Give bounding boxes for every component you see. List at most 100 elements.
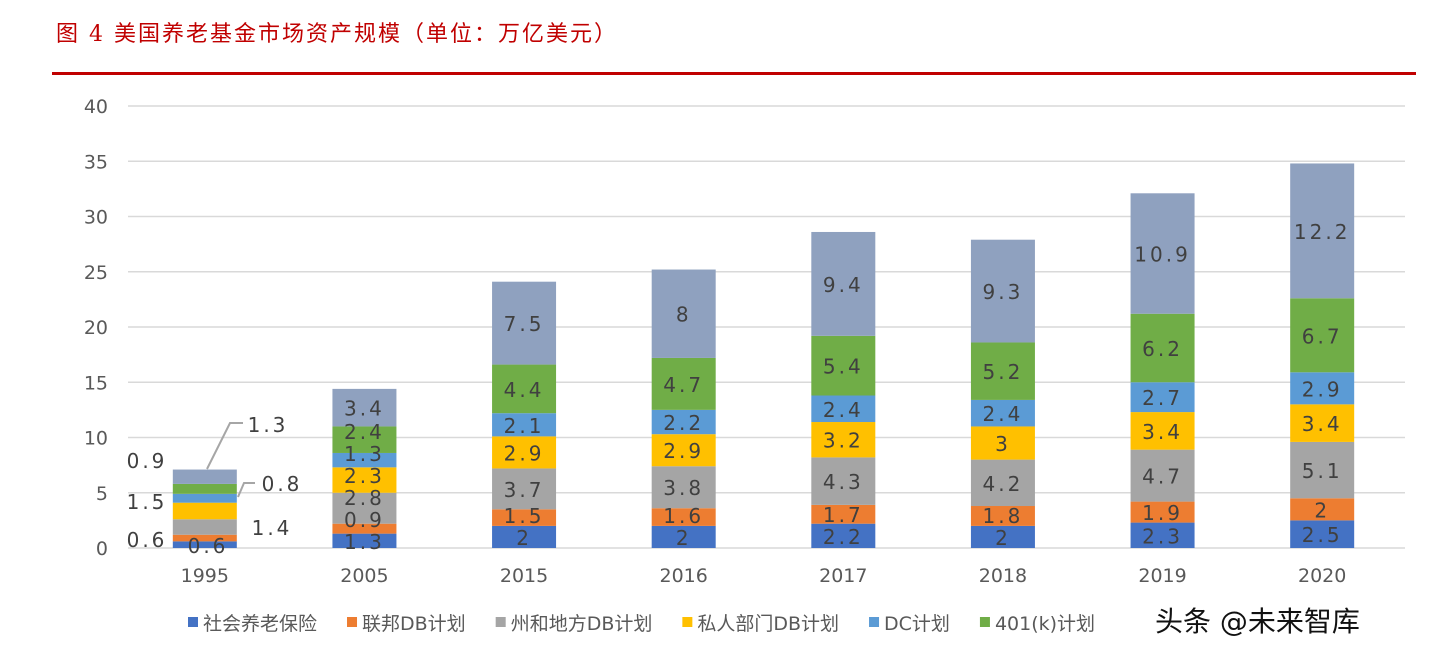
x-tick-label: 2005	[340, 565, 388, 587]
bar-segment	[172, 469, 237, 484]
bar-segment	[651, 269, 716, 358]
data-label: 2.9	[504, 441, 545, 465]
data-label: 3.4	[1302, 412, 1343, 436]
data-label: 2.9	[663, 439, 704, 463]
bar-segment	[970, 426, 1035, 460]
leader-line	[206, 422, 243, 470]
bar-segment	[332, 452, 397, 468]
legend-swatch	[347, 617, 358, 627]
y-tick-label: 20	[84, 317, 108, 339]
data-label: 3.4	[344, 397, 385, 421]
bar-segment	[1130, 382, 1195, 413]
data-label: 8	[676, 303, 692, 327]
legend-label: 社会养老保险	[203, 613, 317, 635]
bar-segment	[172, 493, 237, 503]
data-label: 9.4	[823, 273, 864, 297]
data-label: 1.4	[252, 516, 293, 540]
data-label: 1.3	[344, 442, 385, 466]
bar-segment	[492, 525, 557, 548]
bar-segment	[492, 364, 557, 414]
data-label: 7.5	[504, 312, 545, 336]
bar-segment	[1290, 404, 1355, 442]
bar-segment	[172, 519, 237, 535]
data-label: 1.3	[344, 530, 385, 554]
data-label: 4.3	[823, 470, 864, 494]
data-label: 2.7	[1142, 386, 1183, 410]
data-label: 2.4	[983, 402, 1024, 426]
bar-segment	[492, 281, 557, 365]
legend-swatch	[682, 617, 693, 627]
bar-segment	[1290, 298, 1355, 373]
data-label: 1.6	[663, 504, 704, 528]
bar-segment	[1290, 372, 1355, 405]
y-tick-label: 5	[96, 483, 108, 505]
legend-swatch	[188, 617, 198, 627]
bar-segment	[1130, 412, 1195, 450]
x-tick-label: 2018	[979, 565, 1027, 587]
bar-segment	[1130, 501, 1195, 523]
bar-segment	[172, 483, 237, 494]
data-label: 1.9	[1142, 501, 1183, 525]
chart-title: 图 4 美国养老基金市场资产规模（单位：万亿美元）	[56, 22, 618, 47]
data-label: 2.8	[344, 486, 385, 510]
data-label: 1.5	[504, 504, 545, 528]
data-label: 0.6	[188, 534, 229, 558]
data-label: 6.2	[1142, 337, 1183, 361]
data-label: 2.4	[823, 398, 864, 422]
bar-segment	[1290, 520, 1355, 548]
data-label: 5.1	[1302, 459, 1343, 483]
data-label: 2.2	[823, 525, 864, 549]
bar-segment	[1130, 522, 1195, 548]
bar-segment	[651, 525, 716, 548]
bar-segment	[332, 523, 397, 534]
data-label: 0.9	[127, 449, 168, 473]
data-label: 2.3	[344, 464, 385, 488]
data-label: 2.1	[504, 414, 545, 438]
data-label: 1.5	[127, 490, 168, 514]
bar-segment	[172, 534, 237, 542]
bar-segment	[172, 502, 237, 520]
bar-segment	[1130, 193, 1195, 314]
bar-segment	[811, 335, 876, 396]
bar-segment	[970, 239, 1035, 343]
bar-segment	[332, 388, 397, 427]
data-label: 2.5	[1302, 523, 1343, 547]
title-divider	[52, 72, 1416, 75]
watermark: 头条 @未来智库	[1155, 605, 1360, 638]
bar-segment	[332, 492, 397, 524]
data-label: 2.3	[1142, 524, 1183, 548]
bar-segment	[492, 436, 557, 469]
data-label: 9.3	[983, 280, 1024, 304]
data-label: 4.7	[1142, 465, 1183, 489]
data-label: 2	[1314, 498, 1330, 522]
data-label: 0.9	[344, 508, 385, 532]
y-tick-label: 30	[84, 207, 108, 229]
data-label: 2	[995, 526, 1011, 550]
legend-swatch	[495, 617, 506, 627]
data-label: 1.8	[983, 504, 1024, 528]
data-label: 2	[516, 526, 532, 550]
data-label: 5.4	[823, 355, 864, 379]
x-tick-label: 1995	[181, 565, 229, 587]
bar-segment	[811, 422, 876, 458]
bar-segment	[970, 525, 1035, 548]
bar-segment	[1290, 441, 1355, 499]
bar-segment	[651, 434, 716, 467]
data-label: 2.4	[344, 420, 385, 444]
legend-swatch	[979, 617, 990, 627]
x-tick-label: 2019	[1138, 565, 1186, 587]
bar-segment	[651, 357, 716, 410]
data-label: 2	[676, 526, 692, 550]
bar-segment	[1290, 498, 1355, 521]
bar-segment	[970, 459, 1035, 507]
bar-segment	[1130, 313, 1195, 383]
data-label: 1.3	[248, 413, 289, 437]
bar-segment	[332, 467, 397, 493]
data-label: 3.2	[823, 429, 864, 453]
x-tick-label: 2016	[660, 565, 708, 587]
data-label: 2.2	[663, 411, 704, 435]
bar-segment	[811, 231, 876, 336]
bar-segment	[651, 409, 716, 435]
data-label: 6.7	[1302, 324, 1343, 348]
